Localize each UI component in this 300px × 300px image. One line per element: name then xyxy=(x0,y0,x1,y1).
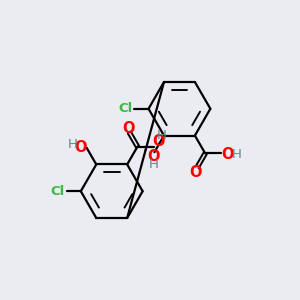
Text: O: O xyxy=(122,121,134,136)
Text: Cl: Cl xyxy=(51,185,65,198)
Text: O: O xyxy=(221,147,233,162)
Text: O: O xyxy=(189,165,202,180)
Text: O: O xyxy=(75,140,87,155)
Text: Cl: Cl xyxy=(118,102,133,115)
Text: H: H xyxy=(148,158,158,171)
Text: H: H xyxy=(157,129,167,142)
Text: H: H xyxy=(232,148,242,161)
Text: O: O xyxy=(153,134,165,149)
Text: O: O xyxy=(147,149,160,164)
Text: H: H xyxy=(68,138,77,151)
